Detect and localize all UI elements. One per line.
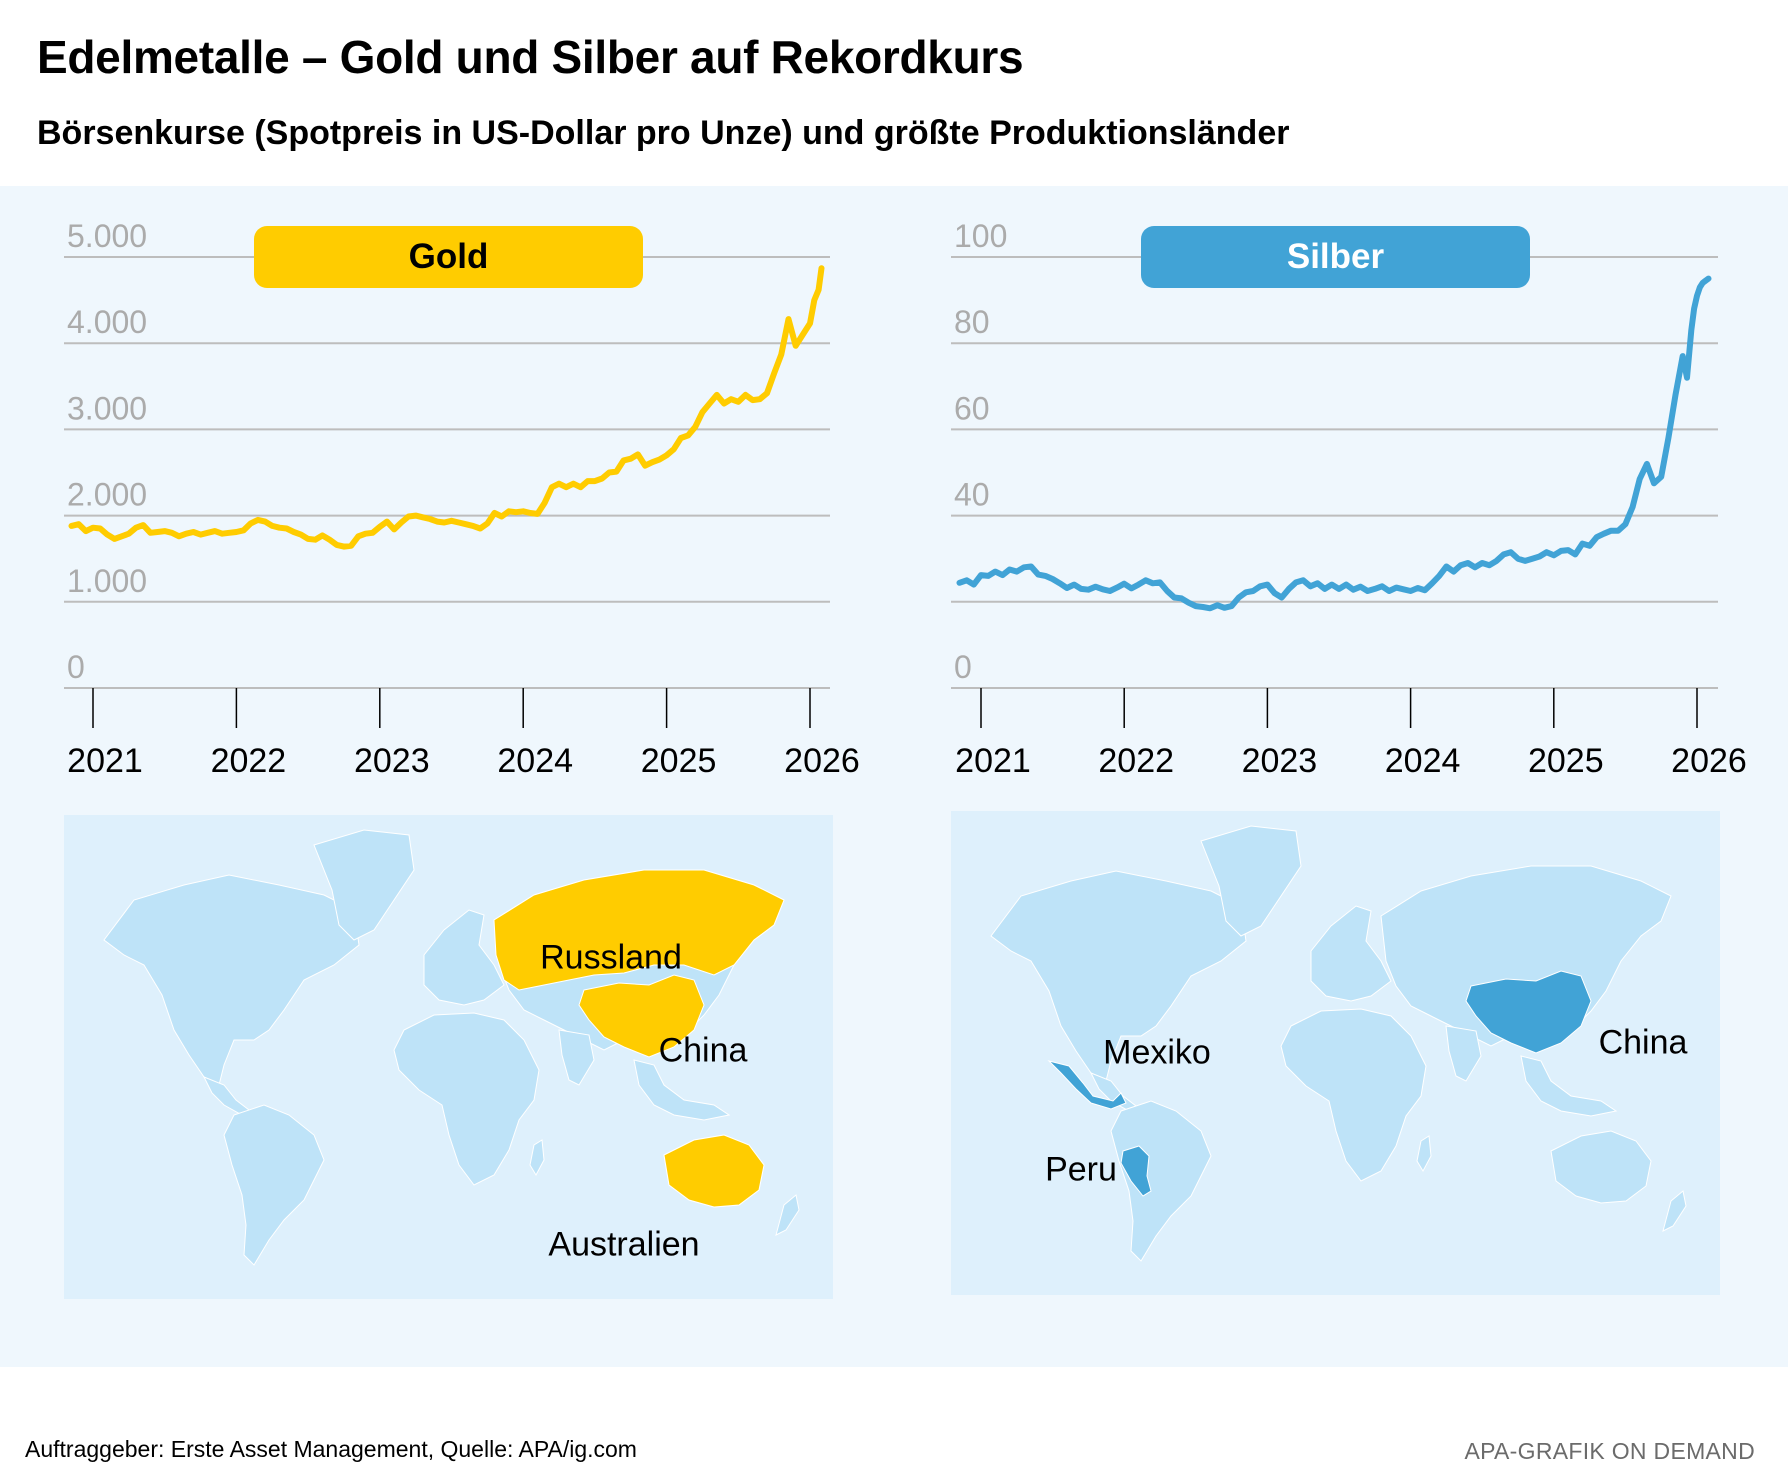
gold-price-line (68, 265, 825, 550)
map-label-russland: Russland (540, 938, 682, 977)
land-se-asia (1520, 1055, 1618, 1117)
land-madagascar (1416, 1135, 1432, 1173)
silver-chart-title: Silber (1286, 237, 1385, 276)
gold-price-chart: 0 1.000 2.000 3.000 4.000 5.000 2021 2022 2023 20… (64, 218, 860, 780)
silver-y-tick-label: 0 (954, 649, 972, 685)
gold-x-tick-label: 2026 (784, 742, 860, 780)
map-label-australien: Australien (548, 1225, 700, 1264)
land-north-america (103, 874, 360, 1086)
highlight-mexiko (1047, 1060, 1127, 1110)
highlight-peru (1120, 1145, 1152, 1197)
gold-chart-badge: Gold (254, 226, 643, 288)
land-greenland (313, 829, 415, 941)
land-new-zealand (1662, 1190, 1687, 1232)
map-label-china: China (1598, 1023, 1688, 1062)
page-title: Edelmetalle – Gold und Silber auf Rekord… (37, 31, 1024, 83)
land-greenland (1200, 825, 1302, 937)
land-south-america (1110, 1100, 1212, 1262)
gold-y-tick-label: 0 (67, 649, 85, 685)
page-subtitle: Börsenkurse (Spotpreis in US-Dollar pro … (37, 114, 1290, 152)
land-se-asia (633, 1059, 731, 1121)
highlight-australien (663, 1134, 765, 1208)
gold-y-tick-label: 2.000 (67, 477, 147, 513)
silver-y-tick-label: 40 (954, 477, 990, 513)
silver-chart-badge: Silber (1141, 226, 1530, 288)
silver-y-tick-label: 100 (954, 218, 1007, 254)
world-map-silver (990, 825, 1687, 1262)
silver-y-tick-label: 80 (954, 304, 990, 340)
gold-y-tick-label: 1.000 (67, 563, 147, 599)
land-central-america (202, 1076, 250, 1116)
land-australia (1550, 1130, 1652, 1204)
land-madagascar (529, 1139, 545, 1177)
silver-y-tick-label: 60 (954, 390, 990, 426)
land-africa (1280, 1008, 1427, 1182)
credit-note: APA-GRAFIK ON DEMAND (1464, 1438, 1755, 1464)
silver-x-tick-label: 2026 (1671, 742, 1747, 780)
land-africa (393, 1012, 540, 1186)
silver-x-tick-label: 2023 (1242, 742, 1318, 780)
highlight-russland (493, 869, 785, 991)
gold-x-tick-label: 2022 (211, 742, 287, 780)
land-new-zealand (775, 1194, 800, 1236)
silver-price-chart: 0 40 60 80 100 2021 2022 2023 2024 2025 2026 (951, 218, 1747, 780)
gold-x-tick-label: 2023 (354, 742, 430, 780)
world-map-gold (103, 829, 800, 1266)
gold-y-tick-label: 3.000 (67, 390, 147, 426)
silver-producers-map: Mexiko Peru China (951, 811, 1720, 1295)
map-label-china: China (658, 1031, 748, 1070)
land-north-america (990, 870, 1247, 1082)
silver-x-tick-label: 2022 (1098, 742, 1174, 780)
gold-x-tick-label: 2024 (497, 742, 573, 780)
highlight-china (1465, 970, 1592, 1054)
land-europe (1310, 905, 1392, 1002)
gold-x-tick-label: 2025 (641, 742, 717, 780)
silver-price-line (956, 275, 1712, 612)
gold-producers-map: Russland China Australien (64, 815, 833, 1299)
silver-x-tick-label: 2024 (1385, 742, 1461, 780)
silver-x-tick-label: 2021 (955, 742, 1031, 780)
land-south-america (223, 1104, 325, 1266)
map-label-mexiko: Mexiko (1103, 1033, 1211, 1072)
gold-y-tick-label: 4.000 (67, 304, 147, 340)
map-label-peru: Peru (1045, 1150, 1117, 1189)
silver-x-tick-label: 2025 (1528, 742, 1604, 780)
source-note: Auftraggeber: Erste Asset Management, Qu… (25, 1436, 637, 1462)
gold-chart-title: Gold (408, 237, 489, 276)
gold-x-tick-label: 2021 (67, 742, 143, 780)
gold-y-tick-label: 5.000 (67, 218, 147, 254)
highlight-china (578, 974, 705, 1058)
land-india (1445, 1025, 1482, 1082)
land-europe (423, 909, 505, 1006)
land-india (558, 1029, 595, 1086)
